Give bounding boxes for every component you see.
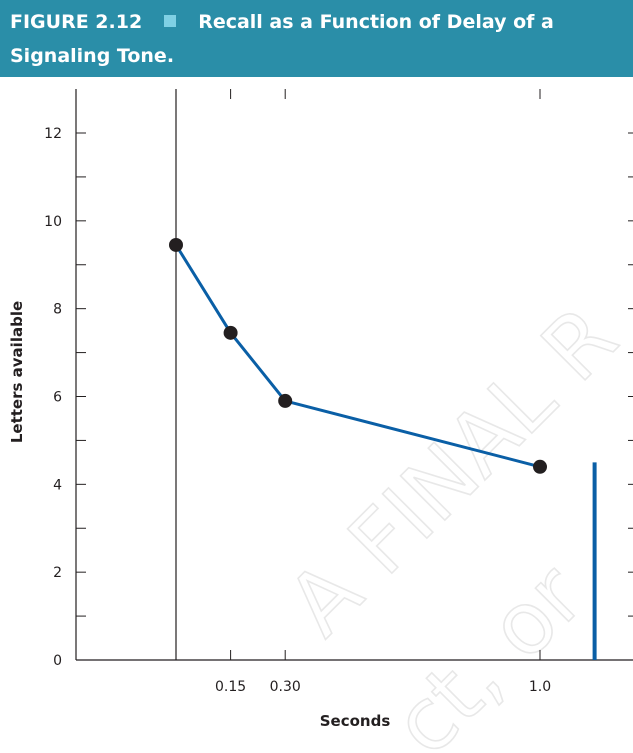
- square-icon: [164, 15, 177, 27]
- x-tick-label: 0.30: [270, 679, 301, 695]
- data-point: [223, 325, 238, 340]
- figure-header: FIGURE 2.12 Recall as a Function of Delay…: [0, 0, 633, 77]
- x-axis-title: Seconds: [320, 712, 391, 730]
- y-tick-label: 4: [53, 477, 62, 493]
- data-point: [533, 459, 547, 474]
- y-tick-label: 2: [53, 565, 62, 581]
- y-axis-title: Letters available: [8, 301, 26, 443]
- figure-title: Recall as a Function of Delay of a: [198, 11, 554, 33]
- y-tick-label: 8: [53, 302, 62, 318]
- watermark: A FINAL R ct, or: [268, 287, 633, 753]
- x-tick-label: 1.0: [529, 679, 551, 695]
- figure-number: FIGURE 2.12: [10, 11, 143, 33]
- series-line: [174, 244, 541, 469]
- y-tick-label: 12: [44, 126, 62, 142]
- data-point: [278, 393, 293, 408]
- axes: 0 2 4 6 8 10 12 0.15 0.30 1.0: [44, 89, 633, 695]
- y-tick-label: 0: [53, 653, 62, 669]
- data-point: [169, 237, 183, 252]
- y-tick-label: 6: [53, 390, 62, 406]
- chart-marks: [169, 237, 597, 660]
- y-tick-label: 10: [44, 214, 62, 230]
- figure-title-line-2: Signaling Tone.: [10, 45, 175, 67]
- x-tick-label: 0.15: [215, 679, 246, 695]
- figure-title-line-1: FIGURE 2.12 Recall as a Function of Delay…: [10, 11, 554, 33]
